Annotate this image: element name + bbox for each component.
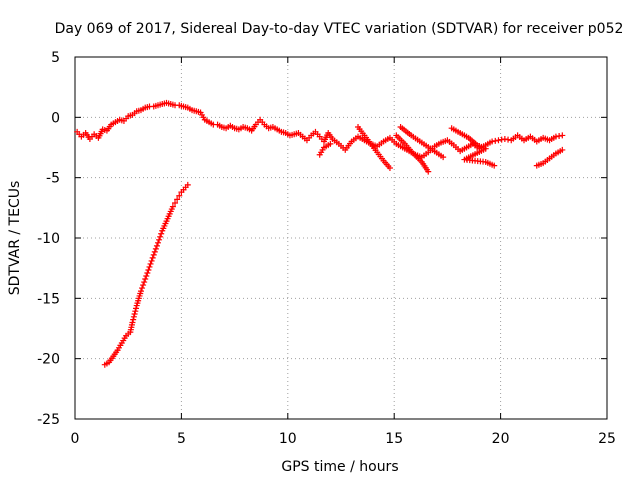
x-tick-label: 15 (385, 431, 403, 447)
y-tick-label: -10 (37, 231, 60, 247)
chart-title: Day 069 of 2017, Sidereal Day-to-day VTE… (55, 21, 624, 37)
data-point (149, 254, 156, 261)
data-point (137, 288, 144, 295)
data-point (132, 308, 139, 315)
x-tick-label: 5 (177, 431, 186, 447)
x-tick-label: 20 (492, 431, 510, 447)
data-point (129, 319, 136, 326)
x-tick-label: 25 (598, 431, 616, 447)
data-point (145, 266, 152, 273)
data-point (505, 136, 512, 143)
data-point (498, 136, 505, 143)
y-tick-label: 5 (51, 50, 60, 66)
data-point (556, 133, 563, 140)
x-axis-label: GPS time / hours (281, 459, 398, 475)
data-point (489, 138, 496, 145)
data-point (139, 285, 146, 292)
data-point (141, 279, 148, 286)
data-point (492, 137, 499, 144)
data-point (156, 236, 163, 243)
data-points (74, 99, 566, 368)
data-point (552, 133, 559, 140)
y-tick-label: -20 (37, 352, 60, 368)
data-point (169, 203, 176, 210)
grid (75, 57, 607, 419)
data-point (495, 137, 502, 144)
data-point (140, 282, 147, 289)
axis-ticks (74, 56, 608, 420)
data-point (146, 263, 153, 270)
series-2 (316, 123, 566, 175)
data-point (559, 146, 566, 153)
data-point (440, 154, 447, 161)
data-point (316, 151, 323, 158)
data-point (425, 168, 432, 175)
y-tick-label: -25 (37, 412, 60, 428)
data-point (133, 305, 140, 312)
data-point (144, 269, 151, 276)
data-point (176, 192, 183, 199)
data-point (143, 273, 150, 280)
data-point (150, 251, 157, 258)
data-point (130, 316, 137, 323)
data-point (154, 239, 161, 246)
data-point (158, 230, 165, 237)
data-point (142, 276, 149, 283)
data-point (157, 233, 164, 240)
data-point (174, 196, 181, 203)
y-tick-label: -5 (46, 171, 60, 187)
data-point (491, 162, 498, 169)
data-point (153, 242, 160, 249)
series-3 (101, 181, 191, 368)
data-point (131, 311, 138, 318)
x-tick-label: 10 (279, 431, 297, 447)
data-point (130, 313, 137, 320)
data-point (559, 132, 566, 139)
data-point (501, 136, 508, 143)
data-point (386, 165, 393, 172)
data-point (147, 260, 154, 267)
data-point (172, 200, 179, 207)
data-point (151, 248, 158, 255)
data-point (184, 181, 191, 188)
y-tick-label: 0 (51, 110, 60, 126)
x-tick-label: 0 (71, 431, 80, 447)
tick-labels: 0 5 10 15 20 25 5 0 -5 -10 -15 -20 -25 (37, 50, 616, 447)
data-point (152, 245, 159, 252)
data-point (148, 257, 155, 264)
y-tick-label: -15 (37, 291, 60, 307)
y-axis-label: SDTVAR / TECUs (7, 181, 23, 296)
series-1 (74, 99, 566, 161)
